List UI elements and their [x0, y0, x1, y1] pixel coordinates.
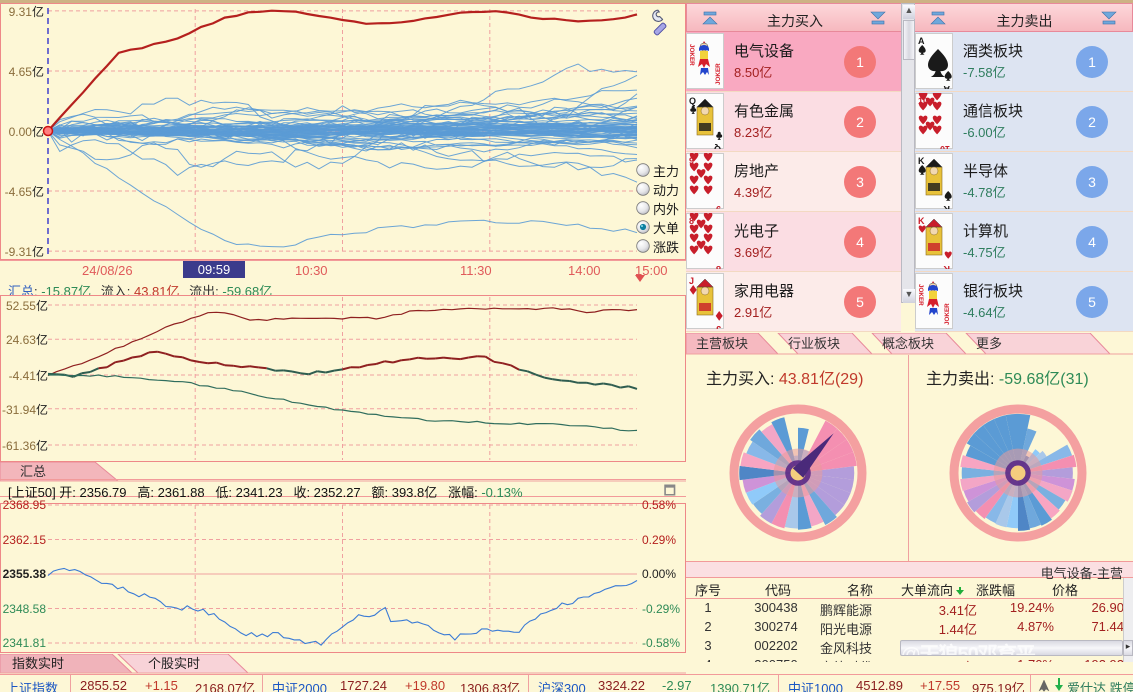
- svg-text:行业板块: 行业板块: [788, 336, 840, 351]
- svg-text:2: 2: [1088, 114, 1096, 130]
- svg-text:J: J: [716, 324, 721, 329]
- svg-text:概念板块: 概念板块: [882, 336, 934, 351]
- svg-text:Q: Q: [714, 144, 721, 149]
- svg-text:J: J: [689, 276, 694, 286]
- svg-text:1: 1: [856, 54, 864, 70]
- svg-text:5: 5: [1088, 294, 1096, 310]
- svg-text:个股实时: 个股实时: [148, 656, 200, 671]
- svg-text:汇总: 汇总: [20, 464, 46, 479]
- svg-text:JOKER: JOKER: [688, 44, 695, 66]
- svg-text:K: K: [943, 204, 950, 209]
- svg-text:K: K: [943, 264, 950, 269]
- svg-text:K: K: [918, 216, 925, 226]
- svg-text:JOKER: JOKER: [715, 63, 722, 85]
- svg-text:JOKER: JOKER: [944, 303, 951, 325]
- svg-text:A: A: [943, 84, 950, 89]
- svg-text:3: 3: [856, 174, 864, 190]
- svg-text:5: 5: [856, 294, 864, 310]
- svg-text:10: 10: [940, 144, 950, 149]
- svg-text:Q: Q: [689, 96, 696, 106]
- svg-text:4: 4: [856, 234, 864, 250]
- svg-text:A: A: [918, 36, 925, 46]
- svg-text:K: K: [918, 156, 925, 166]
- svg-text:4: 4: [1088, 234, 1096, 250]
- svg-text:主营板块: 主营板块: [696, 336, 748, 351]
- svg-text:更多: 更多: [976, 336, 1002, 351]
- svg-text:9: 9: [716, 204, 721, 209]
- svg-text:3: 3: [1088, 174, 1096, 190]
- svg-text:8: 8: [716, 264, 721, 269]
- svg-text:指数实时: 指数实时: [12, 656, 64, 671]
- svg-text:1: 1: [1088, 54, 1096, 70]
- svg-text:2: 2: [856, 114, 864, 130]
- svg-text:JOKER: JOKER: [917, 284, 924, 306]
